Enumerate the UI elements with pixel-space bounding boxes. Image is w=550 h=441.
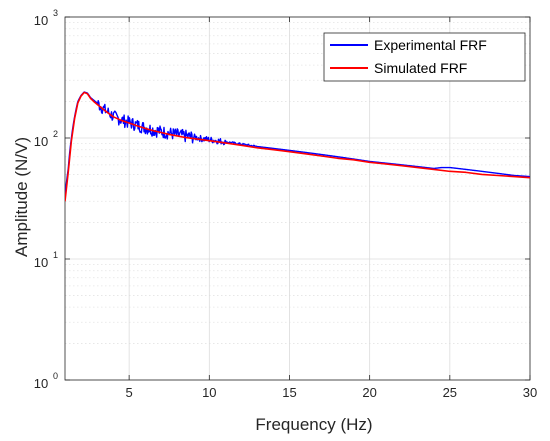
y-tick-label: 10 [34, 13, 48, 28]
x-tick-label: 25 [443, 385, 457, 400]
y-tick-label-exponent: 2 [53, 129, 58, 139]
y-tick-label: 10 [34, 255, 48, 270]
x-tick-label: 15 [282, 385, 296, 400]
plot-area: 5 10 15 20 25 30 10 0 10 1 10 2 10 3 [34, 8, 537, 400]
y-axis-title: Amplitude (N/V) [12, 137, 31, 257]
experimental-frf-line [65, 91, 530, 197]
y-tick-label: 10 [34, 376, 48, 391]
x-tick-label: 20 [362, 385, 376, 400]
y-tick-label-exponent: 3 [53, 8, 58, 18]
legend-box [323, 32, 526, 82]
x-tick-label: 30 [523, 385, 537, 400]
simulated-frf-line [65, 91, 530, 202]
y-tick-label-exponent: 1 [53, 250, 58, 260]
legend-label-experimental: Experimental FRF [374, 37, 487, 53]
legend-label-simulated: Simulated FRF [374, 60, 467, 76]
x-axis-title: Frequency (Hz) [255, 415, 372, 434]
y-tick-label-exponent: 0 [53, 371, 58, 381]
legend: Experimental FRF Simulated FRF [323, 32, 526, 82]
x-tick-label: 10 [202, 385, 216, 400]
y-tick-label: 10 [34, 134, 48, 149]
x-tick-label: 5 [126, 385, 133, 400]
